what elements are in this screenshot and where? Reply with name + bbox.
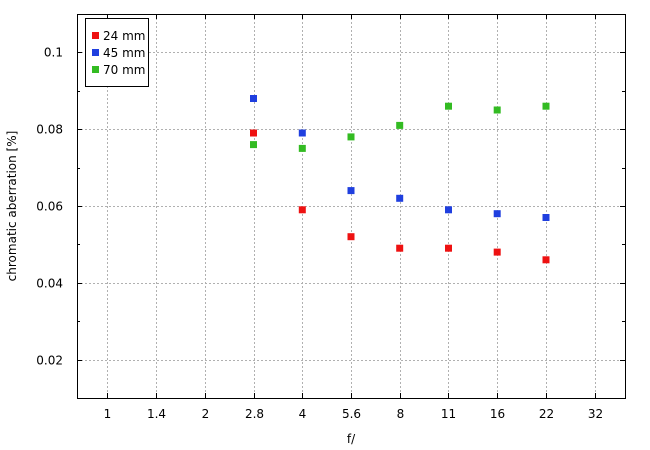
data-point-series-2 xyxy=(493,106,501,114)
y-tick-label: 0.04 xyxy=(36,277,63,291)
x-tick-label: 2 xyxy=(202,407,210,421)
legend-label: 70 mm xyxy=(103,63,145,77)
legend-label: 45 mm xyxy=(103,46,145,60)
data-point-series-2 xyxy=(542,102,550,110)
data-point-series-0 xyxy=(347,233,355,241)
data-point-series-2 xyxy=(250,141,257,149)
x-tick-label: 4 xyxy=(299,407,307,421)
legend-swatch xyxy=(92,32,99,39)
data-point-series-2 xyxy=(298,144,306,152)
y-axis-label: chromatic aberration [%] xyxy=(5,131,19,282)
data-point-series-0 xyxy=(542,256,550,264)
data-point-series-0 xyxy=(298,206,306,214)
data-point-series-1 xyxy=(298,129,306,137)
x-tick-label: 1.4 xyxy=(147,407,166,421)
data-point-series-0 xyxy=(396,244,404,252)
data-point-series-0 xyxy=(250,129,257,137)
x-tick-label: 32 xyxy=(588,407,603,421)
x-tick-labels: 1 1.4 2 2.8 4 5.6 8 11 16 22 32 xyxy=(104,407,603,421)
legend: 24 mm 45 mm 70 mm xyxy=(85,18,149,87)
data-point-series-1 xyxy=(445,206,452,214)
data-point-series-0 xyxy=(445,244,452,252)
legend-swatch xyxy=(92,49,99,56)
legend-swatch xyxy=(92,66,99,73)
data-point-series-1 xyxy=(542,214,550,221)
x-axis-label: f/ xyxy=(347,432,356,446)
x-tick-label: 22 xyxy=(539,407,554,421)
data-point-series-0 xyxy=(493,248,501,256)
data-point-series-2 xyxy=(396,121,404,129)
y-tick-label: 0.08 xyxy=(36,123,63,137)
x-tick-label: 2.8 xyxy=(245,407,264,421)
y-tick-label: 0.02 xyxy=(36,354,63,368)
data-point-series-2 xyxy=(445,102,452,110)
data-point-series-1 xyxy=(347,187,355,195)
y-tick-label: 0.1 xyxy=(44,46,63,60)
grid xyxy=(77,14,625,398)
data-point-series-1 xyxy=(493,210,501,218)
y-tick-labels: 0.02 0.04 0.06 0.08 0.1 xyxy=(36,46,63,368)
data-point-series-2 xyxy=(347,133,355,141)
legend-label: 24 mm xyxy=(103,29,145,43)
data-points xyxy=(250,95,550,264)
x-tick-label: 8 xyxy=(397,407,405,421)
data-point-series-1 xyxy=(250,95,257,102)
y-tick-label: 0.06 xyxy=(36,200,63,214)
x-tick-label: 11 xyxy=(441,407,456,421)
x-tick-label: 16 xyxy=(490,407,505,421)
x-tick-label: 1 xyxy=(104,407,112,421)
x-tick-label: 5.6 xyxy=(342,407,361,421)
data-point-series-1 xyxy=(396,194,404,202)
